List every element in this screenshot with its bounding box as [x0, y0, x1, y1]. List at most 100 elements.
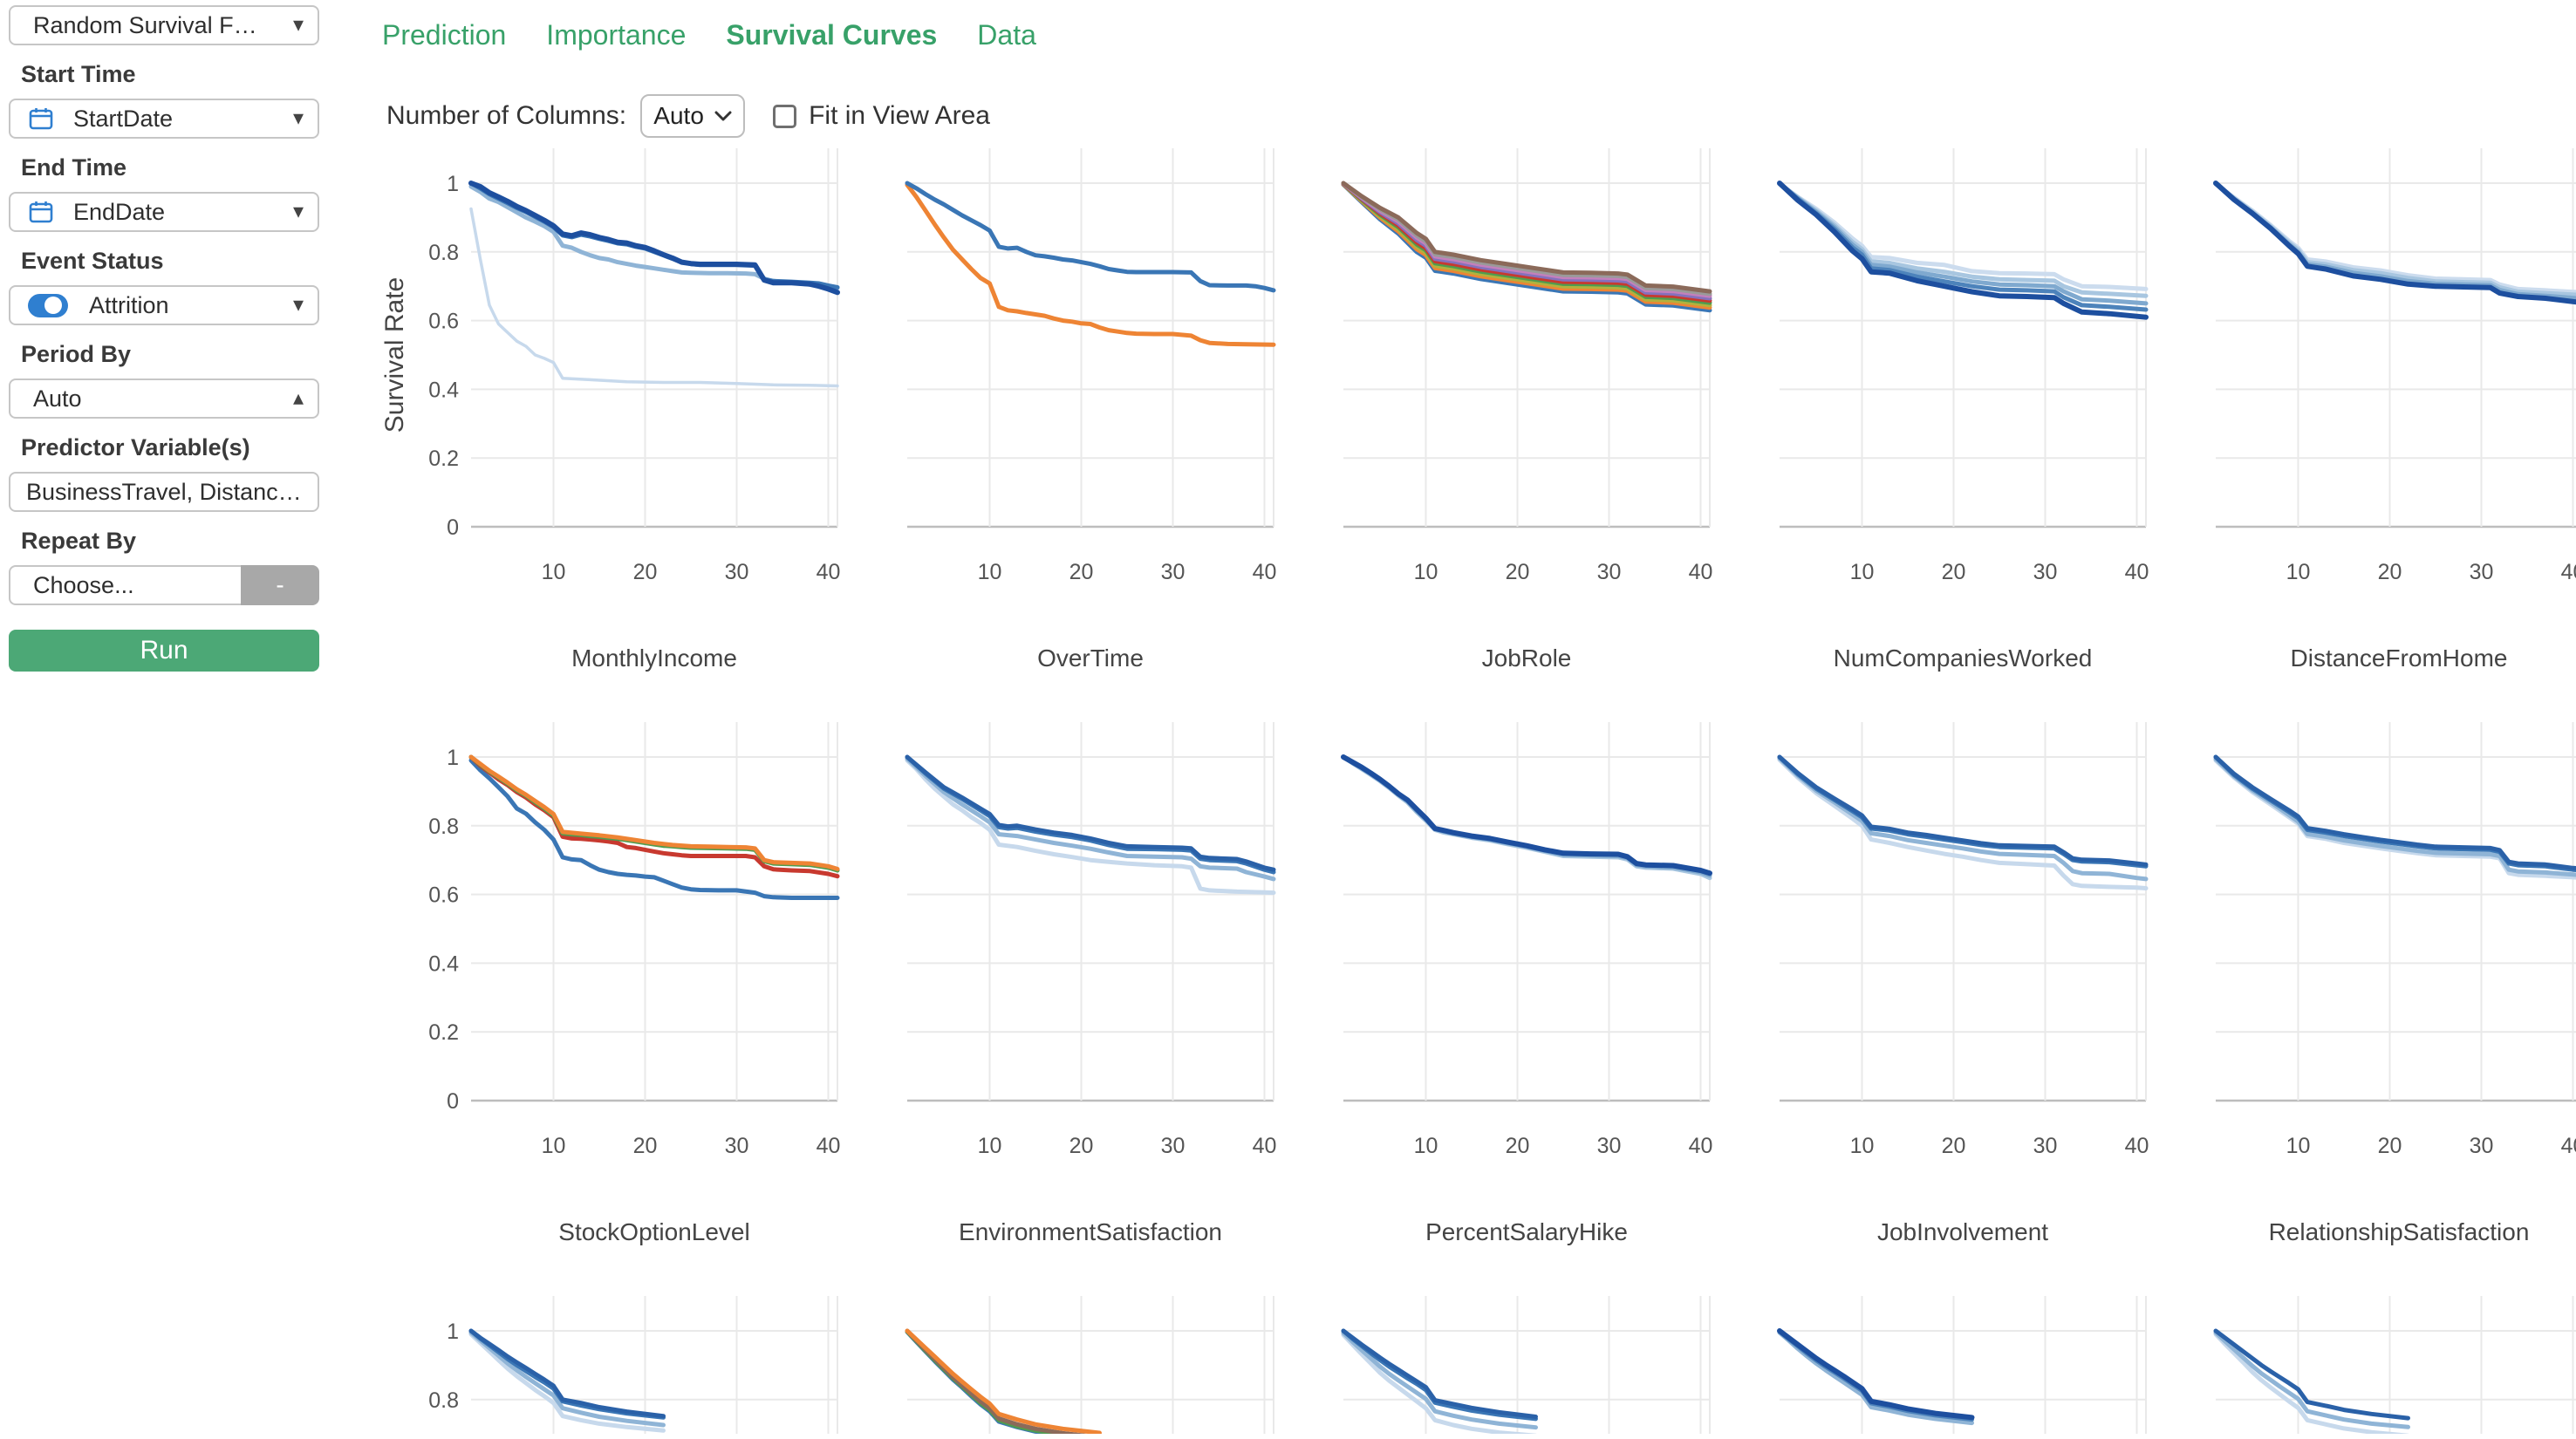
svg-text:20: 20	[2378, 1134, 2402, 1158]
chart-title: StockOptionLevel	[558, 1218, 749, 1245]
svg-text:30: 30	[2470, 1134, 2494, 1158]
chevron-down-icon: ▾	[292, 200, 304, 223]
svg-text:0.8: 0.8	[428, 1388, 459, 1413]
chart-MonthlyIncome: 0 0.2 0.4 0.6 0.8 1 10 20 30 40 MonthlyIncome Survi…	[380, 148, 840, 672]
svg-text:10: 10	[1850, 560, 1875, 584]
calendar-icon	[28, 106, 54, 132]
svg-text:40: 40	[817, 560, 841, 584]
svg-text:10: 10	[2286, 1134, 2311, 1158]
svg-text:10: 10	[1414, 1134, 1438, 1158]
chart-title: RelationshipSatisfaction	[2269, 1218, 2530, 1245]
start-time-label: Start Time	[21, 61, 136, 87]
calendar-icon	[28, 199, 54, 225]
number-of-columns-value: Auto	[653, 102, 704, 129]
chart-JobRole: 10 20 30 40 JobRole	[1341, 148, 1713, 672]
chart-EnvironmentSatisfaction: 10 20 30 40 EnvironmentSatisfaction	[905, 722, 1277, 1245]
period-by-label: Period By	[21, 341, 132, 367]
svg-text:10: 10	[1850, 1134, 1875, 1158]
fit-in-view-checkbox[interactable]	[773, 104, 797, 128]
svg-text:20: 20	[1506, 1134, 1530, 1158]
chart-title: OverTime	[1037, 644, 1144, 672]
svg-text:10: 10	[1414, 560, 1438, 584]
start-time-select[interactable]: StartDate ▾	[9, 99, 319, 139]
svg-text:0.2: 0.2	[428, 447, 459, 471]
tab-importance[interactable]: Importance	[546, 19, 687, 51]
tab-prediction[interactable]: Prediction	[382, 19, 507, 51]
svg-text:20: 20	[1069, 1134, 1094, 1158]
chart-NumCompaniesWorked: 10 20 30 40 NumCompaniesWorked	[1777, 148, 2149, 672]
svg-text:20: 20	[1942, 560, 1966, 584]
run-button[interactable]: Run	[9, 630, 319, 672]
tab-data[interactable]: Data	[977, 19, 1036, 51]
svg-text:0: 0	[447, 1089, 459, 1114]
event-status-select[interactable]: Attrition ▾	[9, 285, 319, 325]
chart-title: MonthlyIncome	[571, 644, 737, 672]
y-axis-label: Survival Rate	[380, 277, 409, 433]
chart-OverTime: 10 20 30 40 OverTime	[905, 148, 1277, 672]
svg-text:0.6: 0.6	[428, 310, 459, 334]
start-time-value: StartDate	[73, 105, 174, 132]
svg-text:40: 40	[1689, 560, 1713, 584]
svg-text:40: 40	[1253, 560, 1277, 584]
end-time-select[interactable]: EndDate ▾	[9, 192, 319, 232]
svg-text:30: 30	[1597, 1134, 1622, 1158]
sidebar: Random Survival Forest ▾ Start Time Star…	[0, 0, 349, 1439]
remove-repeat-button[interactable]: -	[241, 565, 319, 605]
chart-JobInvolvement: 10 20 30 40 JobInvolvement	[1777, 722, 2149, 1245]
svg-text:40: 40	[1253, 1134, 1277, 1158]
end-time-label: End Time	[21, 154, 127, 181]
model-select[interactable]: Random Survival Forest ▾	[9, 5, 319, 45]
svg-text:0.6: 0.6	[428, 883, 459, 908]
period-by-select[interactable]: Auto ▴	[9, 379, 319, 419]
svg-text:30: 30	[1161, 1134, 1186, 1158]
svg-text:30: 30	[2470, 560, 2494, 584]
svg-text:0.2: 0.2	[428, 1020, 459, 1045]
number-of-columns-select[interactable]: Auto	[640, 94, 746, 138]
repeat-by-input[interactable]: Choose...	[9, 565, 241, 605]
svg-text:20: 20	[1069, 560, 1094, 584]
chart-RelationshipSatisfaction: 10 20 30 40 RelationshipSatisfaction	[2213, 722, 2576, 1245]
chevron-up-icon: ▴	[292, 386, 304, 410]
svg-text:20: 20	[633, 1134, 658, 1158]
svg-text:10: 10	[542, 560, 566, 584]
svg-text:30: 30	[2033, 560, 2058, 584]
tab-bar: Prediction Importance Survival Curves Da…	[382, 19, 1036, 51]
chart-title: JobRole	[1482, 644, 1572, 672]
svg-text:30: 30	[1161, 560, 1186, 584]
predictor-variables-label: Predictor Variable(s)	[21, 434, 250, 460]
chart-title: PercentSalaryHike	[1425, 1218, 1628, 1245]
svg-text:30: 30	[725, 560, 749, 584]
svg-text:1: 1	[447, 172, 459, 196]
svg-text:30: 30	[2033, 1134, 2058, 1158]
predictor-variables-input[interactable]: BusinessTravel, DistanceFr…	[9, 472, 319, 512]
svg-text:40: 40	[1689, 1134, 1713, 1158]
svg-text:40: 40	[2561, 560, 2576, 584]
svg-text:20: 20	[2378, 560, 2402, 584]
tab-survival-curves[interactable]: Survival Curves	[726, 19, 938, 51]
toggle-icon	[28, 293, 68, 317]
chart-DistanceFromHome: 10 20 30 40 DistanceFromHome	[2213, 148, 2576, 672]
svg-text:40: 40	[2561, 1134, 2576, 1158]
number-of-columns-label: Number of Columns:	[386, 101, 627, 130]
chart-title: NumCompaniesWorked	[1834, 644, 2093, 672]
svg-text:10: 10	[978, 1134, 1002, 1158]
repeat-by-field: Choose... -	[9, 565, 319, 605]
event-status-label: Event Status	[21, 248, 164, 274]
svg-text:20: 20	[1942, 1134, 1966, 1158]
chart-title: DistanceFromHome	[2291, 644, 2508, 672]
svg-text:10: 10	[978, 560, 1002, 584]
charts-toolbar: Number of Columns: Auto Fit in View Area	[386, 94, 990, 138]
event-status-value: Attrition	[89, 291, 169, 318]
chevron-down-icon: ▾	[292, 106, 304, 130]
svg-text:0.4: 0.4	[428, 951, 459, 976]
chart-title: EnvironmentSatisfaction	[959, 1218, 1222, 1245]
svg-text:40: 40	[2125, 1134, 2149, 1158]
svg-text:30: 30	[725, 1134, 749, 1158]
svg-text:40: 40	[2125, 560, 2149, 584]
